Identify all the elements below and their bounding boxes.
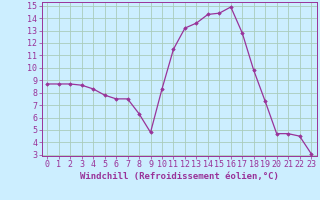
X-axis label: Windchill (Refroidissement éolien,°C): Windchill (Refroidissement éolien,°C) — [80, 172, 279, 181]
